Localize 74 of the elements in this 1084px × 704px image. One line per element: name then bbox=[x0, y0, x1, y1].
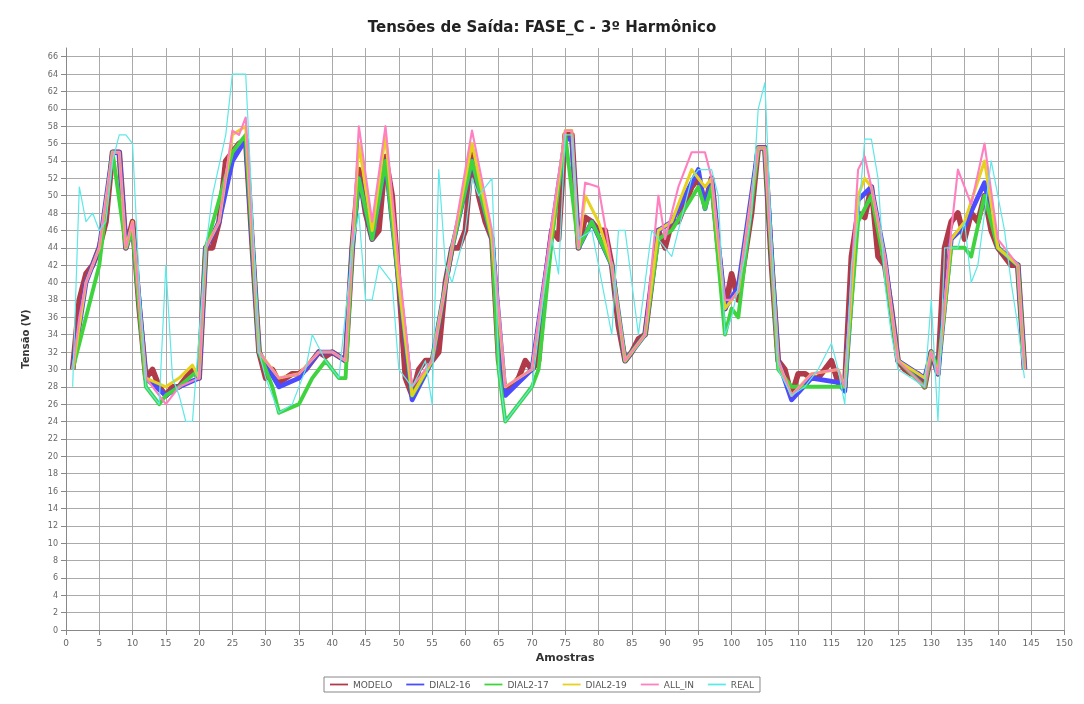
x-tick-label: 105 bbox=[756, 637, 774, 648]
y-tick-label: 42 bbox=[47, 260, 58, 270]
y-tick-label: 24 bbox=[47, 417, 58, 427]
x-tick-label: 75 bbox=[559, 637, 571, 648]
x-tick-label: 110 bbox=[789, 637, 808, 648]
x-tick-label: 70 bbox=[526, 637, 538, 648]
x-tick-label: 65 bbox=[492, 637, 505, 648]
x-tick-label: 145 bbox=[1022, 637, 1040, 648]
y-tick-label: 18 bbox=[47, 469, 58, 479]
y-tick-label: 34 bbox=[47, 330, 58, 340]
x-tick-label: 120 bbox=[856, 637, 874, 648]
x-tick-label: 25 bbox=[226, 637, 239, 648]
x-tick-label: 35 bbox=[293, 637, 305, 648]
y-tick-label: 4 bbox=[52, 590, 58, 600]
y-tick-label: 0 bbox=[52, 625, 58, 635]
x-tick-label: 100 bbox=[723, 637, 741, 648]
x-axis-title: Amostras bbox=[535, 650, 596, 664]
x-tick-label: 5 bbox=[96, 637, 103, 648]
y-tick-label: 16 bbox=[47, 486, 58, 496]
x-tick-label: 130 bbox=[922, 637, 941, 648]
y-tick-label: 44 bbox=[47, 243, 58, 253]
y-tick-label: 10 bbox=[47, 538, 58, 548]
x-tick-label: 150 bbox=[1055, 637, 1074, 648]
legend-label: REAL bbox=[730, 679, 754, 690]
chart-title: Tensões de Saída: FASE_C - 3º Harmônico bbox=[367, 17, 717, 36]
x-tick-label: 115 bbox=[822, 637, 841, 648]
legend-label: DIAL2-16 bbox=[429, 679, 471, 690]
x-tick-label: 50 bbox=[393, 637, 405, 648]
y-tick-label: 26 bbox=[47, 399, 58, 409]
legend-label: DIAL2-17 bbox=[507, 679, 549, 690]
y-tick-label: 28 bbox=[47, 382, 58, 392]
y-tick-label: 12 bbox=[47, 521, 58, 531]
x-tick-label: 10 bbox=[126, 637, 139, 648]
y-tick-label: 6 bbox=[52, 573, 58, 583]
y-tick-label: 22 bbox=[47, 434, 58, 444]
y-tick-label: 2 bbox=[52, 608, 58, 618]
y-tick-label: 8 bbox=[52, 556, 58, 566]
y-tick-label: 56 bbox=[47, 139, 58, 149]
y-tick-label: 32 bbox=[47, 347, 58, 357]
y-tick-label: 50 bbox=[47, 191, 58, 201]
y-tick-label: 38 bbox=[47, 295, 58, 305]
x-tick-label: 45 bbox=[359, 637, 372, 648]
y-tick-label: 20 bbox=[47, 451, 58, 461]
y-tick-label: 52 bbox=[47, 173, 58, 183]
x-tick-label: 90 bbox=[659, 637, 672, 648]
y-tick-label: 48 bbox=[47, 208, 58, 218]
y-tick-label: 66 bbox=[47, 52, 58, 62]
x-tick-label: 15 bbox=[160, 637, 172, 648]
y-tick-label: 36 bbox=[47, 312, 58, 322]
legend-label: DIAL2-19 bbox=[585, 679, 628, 690]
legend-label: MODELO bbox=[353, 679, 393, 690]
y-tick-label: 46 bbox=[47, 225, 58, 235]
y-tick-label: 64 bbox=[47, 69, 58, 79]
x-tick-label: 0 bbox=[63, 637, 70, 648]
y-tick-label: 40 bbox=[47, 278, 58, 288]
y-tick-label: 60 bbox=[47, 104, 58, 114]
x-tick-label: 80 bbox=[592, 637, 605, 648]
y-tick-label: 54 bbox=[47, 156, 58, 166]
x-tick-label: 20 bbox=[193, 637, 206, 648]
y-tick-label: 30 bbox=[47, 364, 58, 374]
y-tick-label: 58 bbox=[47, 121, 58, 131]
x-tick-label: 85 bbox=[626, 637, 638, 648]
x-tick-label: 55 bbox=[426, 637, 438, 648]
x-tick-label: 30 bbox=[259, 637, 272, 648]
x-tick-label: 60 bbox=[459, 637, 472, 648]
x-tick-label: 40 bbox=[326, 637, 339, 648]
x-tick-label: 135 bbox=[955, 637, 974, 648]
y-tick-label: 62 bbox=[47, 86, 58, 96]
x-tick-label: 140 bbox=[989, 637, 1007, 648]
legend-label: ALL_IN bbox=[663, 679, 694, 690]
y-tick-label: 14 bbox=[47, 503, 58, 513]
y-axis-title: Tensão (V) bbox=[19, 309, 31, 369]
x-tick-label: 125 bbox=[889, 637, 907, 648]
x-tick-label: 95 bbox=[692, 637, 705, 648]
